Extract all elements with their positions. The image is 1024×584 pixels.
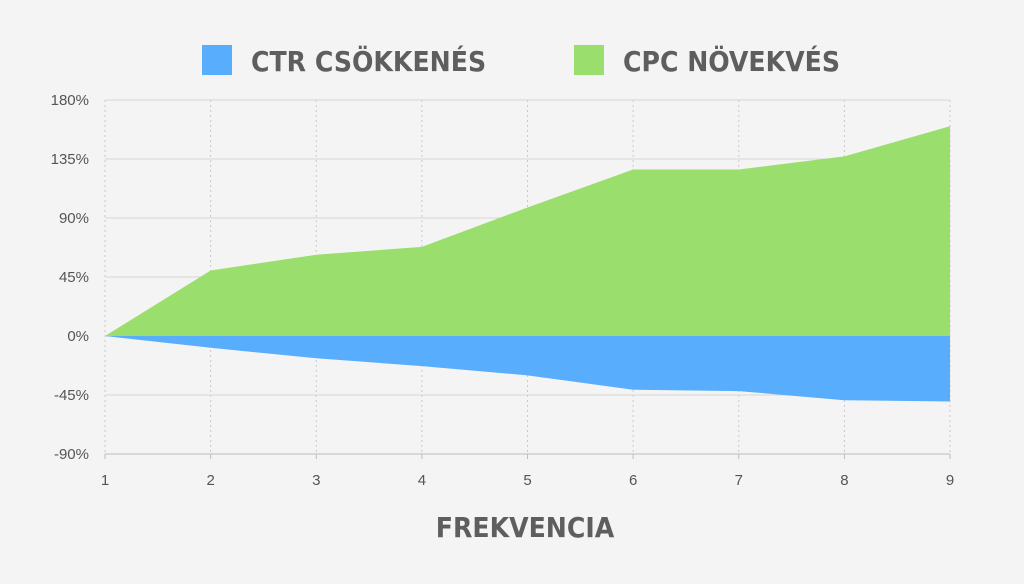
y-tick-label: 0% [67, 328, 89, 345]
y-tick-label: 180% [51, 92, 89, 109]
y-tick-label: -90% [54, 446, 89, 463]
x-tick-label: 3 [312, 472, 320, 489]
area-series-ctr [105, 336, 950, 402]
x-tick-label: 6 [629, 472, 637, 489]
y-tick-label: 90% [59, 210, 89, 227]
x-tick-label: 8 [840, 472, 848, 489]
x-tick-label: 7 [735, 472, 743, 489]
x-axis-title: FREKVENCIA [436, 511, 615, 544]
x-tick-label: 4 [418, 472, 426, 489]
y-tick-label: -45% [54, 387, 89, 404]
y-tick-label: 135% [51, 151, 89, 168]
area-series-cpc [105, 126, 950, 336]
y-tick-label: 45% [59, 269, 89, 286]
x-tick-label: 1 [101, 472, 109, 489]
axes: 180% 135% 90% 45% 0% -45% -90% 1 2 3 4 5 6 7 8 9 [51, 92, 955, 489]
plot-areas [104, 126, 951, 402]
legend-swatch-cpc [574, 45, 604, 75]
x-tick-label: 9 [946, 472, 954, 489]
x-tick-label: 2 [206, 472, 214, 489]
legend-label-cpc: CPC NÖVEKVÉS [623, 44, 840, 78]
x-tick-label: 5 [523, 472, 531, 489]
legend-label-ctr: CTR CSÖKKENÉS [251, 44, 486, 78]
legend-swatch-ctr [202, 45, 232, 75]
legend: CTR CSÖKKENÉS CPC NÖVEKVÉS [202, 44, 840, 78]
